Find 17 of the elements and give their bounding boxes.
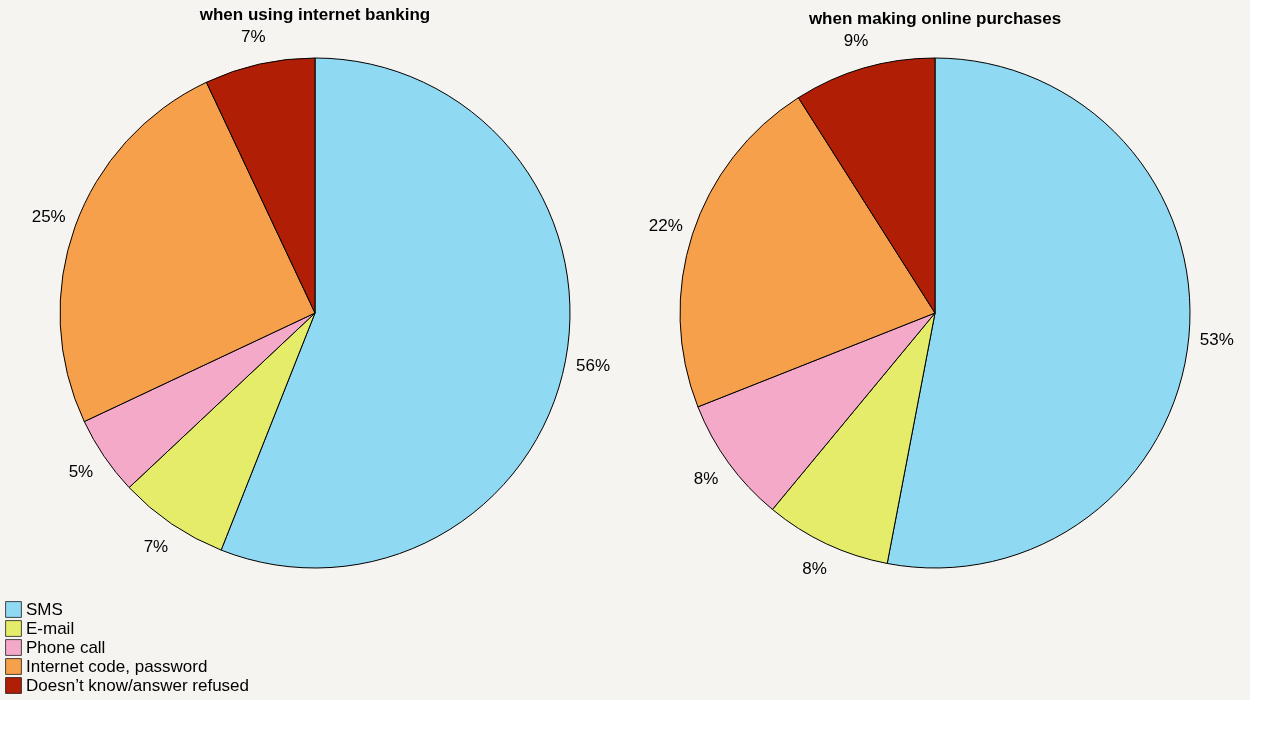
data-label: 56% [575,356,610,376]
legend-label: Internet code, password [26,656,208,676]
data-label: 22% [648,215,683,235]
data-label: 7% [143,537,169,557]
legend-label: Doesn’t know/answer refused [26,675,250,695]
data-label: 53% [1199,329,1234,349]
data-label: 25% [31,207,66,227]
data-label: 7% [240,26,266,46]
legend-label: Phone call [26,637,106,657]
data-label: 8% [802,559,827,579]
legend-label: SMS [26,599,63,619]
data-label: 5% [68,462,94,482]
chart-title: when using internet banking [198,4,431,24]
data-label: 9% [843,31,869,51]
data-label: 8% [693,469,719,489]
legend-label: E-mail [26,618,75,638]
chart-title: when making online purchases [807,9,1062,29]
